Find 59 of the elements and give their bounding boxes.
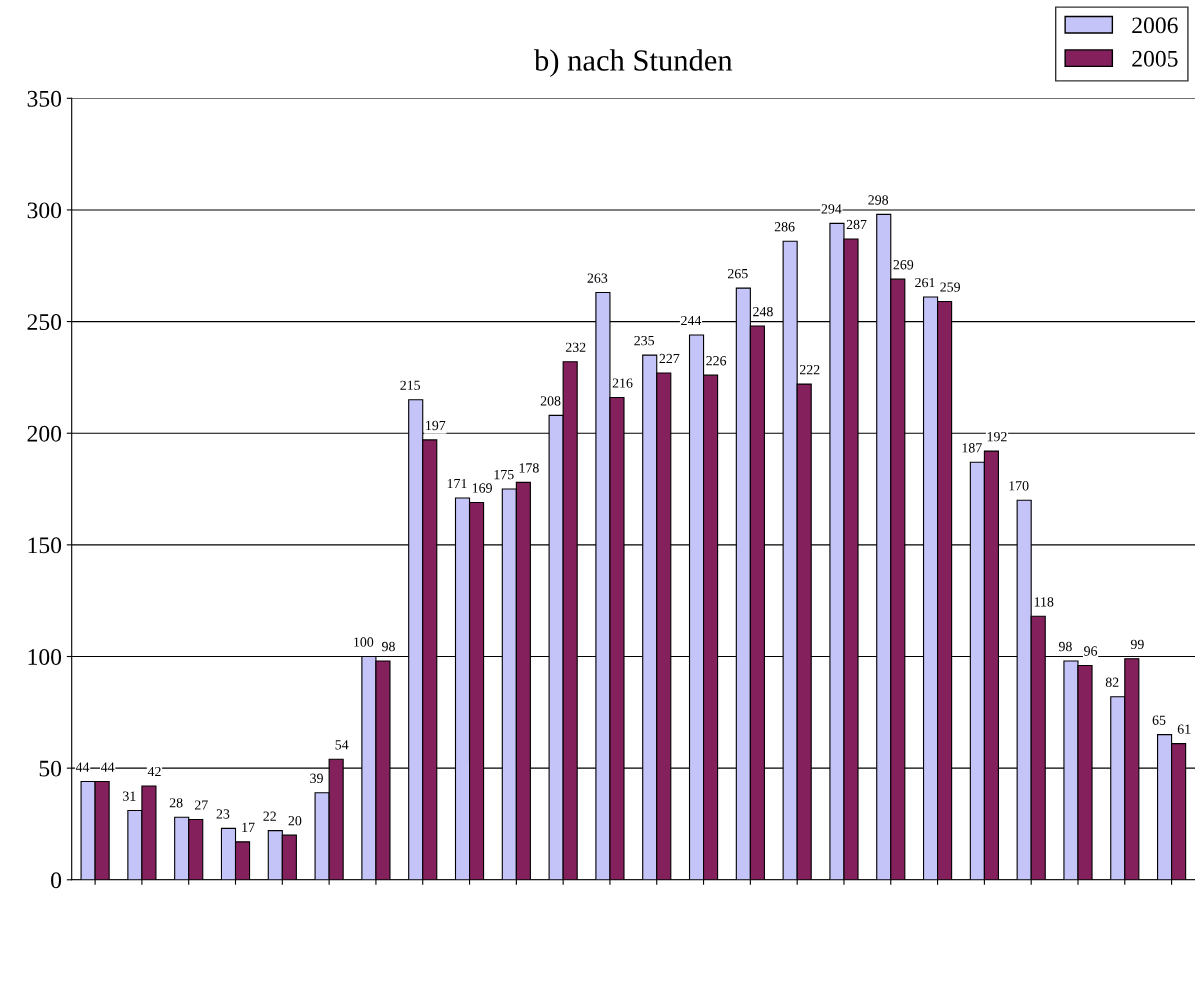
data-label: 169 [472,483,492,493]
y-tick-label: 150 [28,537,62,554]
data-label: 244 [681,315,702,326]
data-label: 98 [382,641,395,652]
data-label: 118 [1034,597,1054,607]
data-label: 175 [494,469,514,480]
data-label: 99 [1130,639,1144,649]
y-tick-label: 100 [28,648,62,665]
data-label: 286 [774,222,795,232]
data-label: 248 [753,306,773,317]
data-label: 82 [1105,677,1119,687]
y-tick-label: 200 [27,425,62,442]
data-label: 17 [242,822,255,832]
data-label: 263 [587,273,608,283]
data-label: 170 [1009,481,1029,491]
data-label: 23 [216,809,230,819]
data-label: 42 [147,766,161,777]
data-label: 61 [1177,724,1191,734]
data-label: 227 [659,353,680,364]
data-label: 171 [447,478,467,489]
data-label: 259 [940,282,960,292]
data-label: 31 [123,791,136,801]
data-label: 22 [263,811,276,821]
data-label: 216 [612,378,633,388]
data-label: 287 [846,219,867,230]
data-label: 178 [519,463,539,473]
legend-label: 2006 [1132,17,1178,34]
data-label: 261 [915,277,935,288]
data-label: 98 [1058,641,1072,652]
data-label: 265 [727,268,748,279]
data-label: 44 [101,762,115,772]
data-label: 27 [194,800,208,810]
data-label: 20 [288,815,302,826]
data-label: 44 [75,762,90,772]
data-label: 54 [335,740,349,750]
legend-label: 2005 [1132,50,1178,67]
data-label: 96 [1084,646,1098,656]
data-label: 208 [540,396,561,406]
y-tick-label: 300 [27,202,62,219]
data-label: 294 [821,204,842,214]
y-tick-label: 350 [27,90,62,107]
data-label: 269 [893,260,914,270]
y-tick-label: 250 [27,314,62,331]
data-label: 222 [799,365,820,375]
data-label: 39 [310,773,323,783]
data-label: 298 [868,195,889,205]
data-label: 215 [400,380,421,390]
data-label: 226 [706,356,727,366]
y-tick-label: 50 [39,760,62,777]
data-label: 235 [634,335,655,346]
y-tick-label: 0 [51,872,62,889]
data-label: 187 [962,443,982,453]
data-label: 65 [1152,715,1166,725]
chart-title: b) nach Stunden [534,49,733,78]
data-label: 232 [565,342,586,353]
data-label: 100 [354,637,374,647]
data-label: 192 [987,431,1007,442]
data-label: 197 [426,420,446,431]
data-label: 28 [169,798,183,808]
